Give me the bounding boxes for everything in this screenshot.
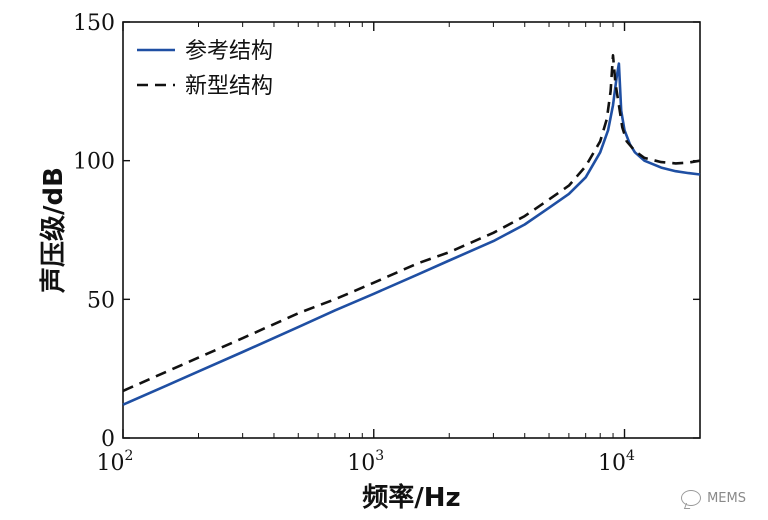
y-tick-label: 150: [73, 11, 115, 36]
x-tick-label: 102: [97, 448, 134, 476]
watermark-text: MEMS: [707, 490, 746, 506]
x-axis: 102 103 104: [97, 22, 701, 476]
y-tick-label: 50: [87, 288, 115, 313]
watermark: MEMS: [681, 490, 746, 506]
x-tick-label: 103: [347, 448, 384, 476]
y-tick-label: 0: [101, 427, 115, 452]
plot-frame: [122, 21, 701, 439]
y-tick-label: 100: [73, 150, 115, 175]
x-axis-title: 频率/Hz: [362, 482, 460, 513]
y-axis: 0 50 100 150: [73, 11, 700, 452]
plot-area: [122, 21, 701, 439]
legend-label-1: 参考结构: [185, 39, 273, 64]
x-tick-base: 10: [347, 451, 375, 476]
x-tick-exponent: 2: [125, 448, 134, 464]
x-tick-base: 10: [598, 451, 626, 476]
x-tick-exponent: 3: [375, 448, 384, 464]
series-line-2: [122, 54, 701, 393]
series-layer: [122, 54, 701, 406]
legend-label-2: 新型结构: [185, 74, 273, 99]
x-tick-base: 10: [97, 451, 125, 476]
series-line-1: [122, 62, 701, 406]
x-tick-exponent: 4: [626, 448, 635, 464]
wechat-icon: [681, 490, 702, 506]
x-tick-label: 104: [598, 448, 635, 476]
y-axis-title: 声压级/dB: [38, 167, 69, 293]
